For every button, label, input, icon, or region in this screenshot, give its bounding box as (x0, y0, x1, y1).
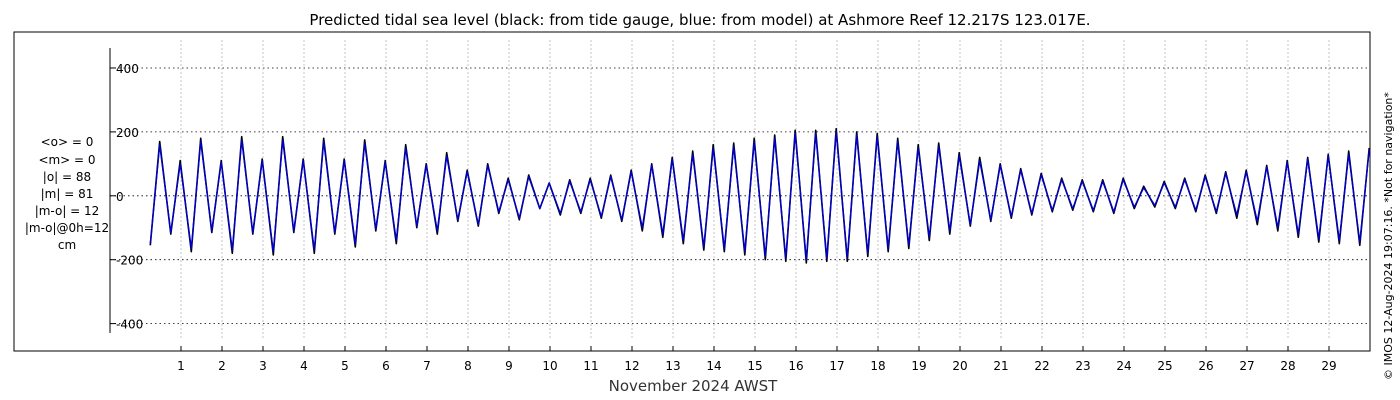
x-tick-label: 28 (1280, 359, 1295, 373)
x-tick-label: 6 (382, 359, 390, 373)
stat-abs-model: |m| = 81 (41, 187, 94, 201)
series-line-model (149, 131, 1370, 261)
x-tick-label: 24 (1116, 359, 1131, 373)
y-tick-label: -400 (116, 318, 143, 332)
x-tick-label: 27 (1239, 359, 1254, 373)
x-tick-label: 10 (542, 359, 557, 373)
y-tick-label: -200 (116, 254, 143, 268)
stat-abs-diff: |m-o| = 12 (35, 204, 100, 218)
x-tick-label: 9 (505, 359, 513, 373)
y-ticks: 400 200 0 -200 -400 (110, 62, 143, 332)
outer-frame (13, 31, 1371, 352)
x-tick-label: 5 (341, 359, 349, 373)
x-tick-label: 8 (464, 359, 472, 373)
x-tick-label: 17 (829, 359, 844, 373)
x-tick-label: 16 (788, 359, 803, 373)
x-axis-label: November 2024 AWST (609, 377, 779, 395)
x-ticks: 1 2 3 4 5 6 7 8 9 10 11 12 13 14 15 16 17 18 19 20 21 22 23 24 2… (177, 346, 1337, 373)
stat-mean-model: <m> = 0 (38, 153, 95, 167)
x-tick-label: 11 (583, 359, 598, 373)
x-tick-label: 1 (177, 359, 185, 373)
series-lines (149, 127, 1370, 264)
x-tick-label: 12 (624, 359, 639, 373)
x-tick-label: 23 (1075, 359, 1090, 373)
x-tick-label: 13 (665, 359, 680, 373)
x-tick-label: 22 (1034, 359, 1049, 373)
x-tick-label: 29 (1321, 359, 1336, 373)
x-tick-label: 7 (423, 359, 431, 373)
y-tick-label: 0 (116, 190, 124, 204)
x-tick-label: 18 (870, 359, 885, 373)
y-tick-label: 400 (116, 62, 139, 76)
stat-mean-obs: <o> = 0 (41, 135, 94, 149)
x-tick-label: 26 (1198, 359, 1213, 373)
x-tick-label: 14 (706, 359, 721, 373)
credit-text: © IMOS 12-Aug-2024 19:07:16. *Not for na… (1382, 92, 1395, 380)
x-tick-label: 19 (911, 359, 926, 373)
stat-units: cm (58, 238, 76, 252)
x-tick-label: 4 (300, 359, 308, 373)
x-tick-label: 21 (993, 359, 1008, 373)
x-tick-label: 15 (747, 359, 762, 373)
x-tick-label: 25 (1157, 359, 1172, 373)
y-tick-label: 200 (116, 126, 139, 140)
stats-block: <o> = 0 <m> = 0 |o| = 88 |m| = 81 |m-o| … (25, 135, 109, 252)
x-tick-label: 2 (218, 359, 226, 373)
grid-lines (110, 40, 1370, 340)
x-tick-label: 3 (259, 359, 267, 373)
x-tick-label: 20 (952, 359, 967, 373)
stat-abs-diff-0h: |m-o|@0h=12 (25, 221, 109, 235)
stat-abs-obs: |o| = 88 (43, 170, 91, 184)
chart-title: Predicted tidal sea level (black: from t… (309, 11, 1090, 29)
